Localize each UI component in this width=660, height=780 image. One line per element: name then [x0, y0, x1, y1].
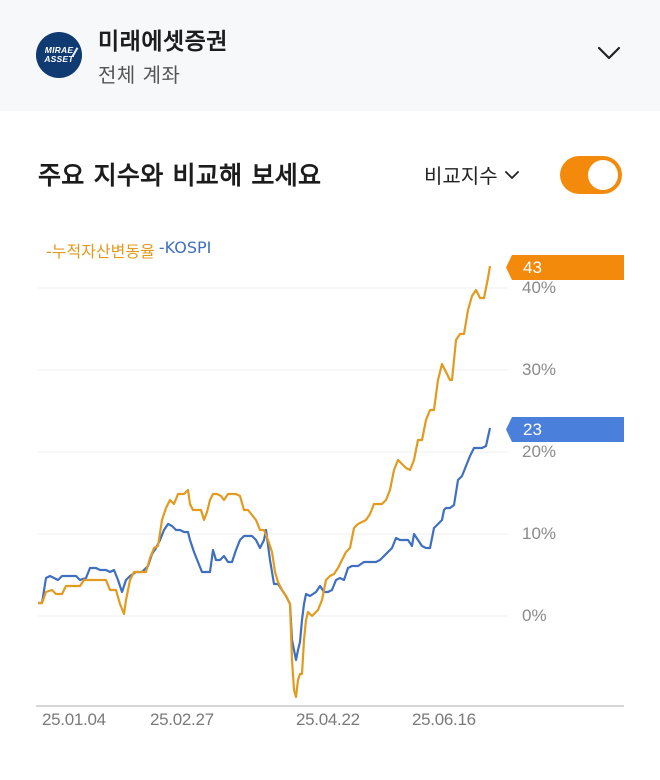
logo-text-line1: MIRAE: [44, 45, 74, 55]
legend-cumulative-asset-change: -누적자산변동율: [46, 242, 155, 261]
account-header[interactable]: MIRAE ASSET 미래에셋증권 전체 계좌: [0, 0, 660, 111]
series1-last-value-tag: 43: [506, 255, 624, 280]
y-tick-10: 10%: [522, 524, 557, 543]
compare-index-select[interactable]: 비교지수: [424, 160, 520, 189]
toggle-knob: [588, 160, 618, 190]
broker-logo: MIRAE ASSET: [36, 32, 82, 78]
y-tick-20: 20%: [522, 442, 557, 461]
x-tick-4: 25.06.16: [412, 710, 476, 729]
x-tick-3: 25.04.22: [296, 710, 360, 729]
series-kospi-line: [38, 427, 492, 662]
broker-name: 미래에셋증권: [98, 29, 228, 55]
x-tick-2: 25.02.27: [150, 710, 214, 729]
chevron-down-icon: [504, 170, 519, 179]
compare-toggle[interactable]: [560, 156, 622, 194]
gridlines: [38, 287, 508, 617]
y-tick-0: 0%: [522, 606, 547, 625]
chevron-down-icon[interactable]: [597, 45, 621, 61]
x-tick-1: 25.01.04: [42, 710, 106, 729]
compare-index-label: 비교지수: [424, 164, 498, 188]
y-tick-40: 40%: [522, 278, 557, 297]
section-title: 주요 지수와 비교해 보세요: [38, 161, 322, 190]
series2-last-value-tag: 23: [506, 417, 624, 442]
account-label: 전체 계좌: [98, 63, 181, 87]
series-cumulative-asset-line: [38, 265, 492, 699]
legend-kospi: -KOSPI: [158, 238, 212, 257]
chart-legend: -누적자산변동율 -KOSPI: [46, 238, 211, 262]
logo-text-line2: ASSET: [44, 54, 74, 64]
y-tick-30: 30%: [522, 360, 557, 379]
